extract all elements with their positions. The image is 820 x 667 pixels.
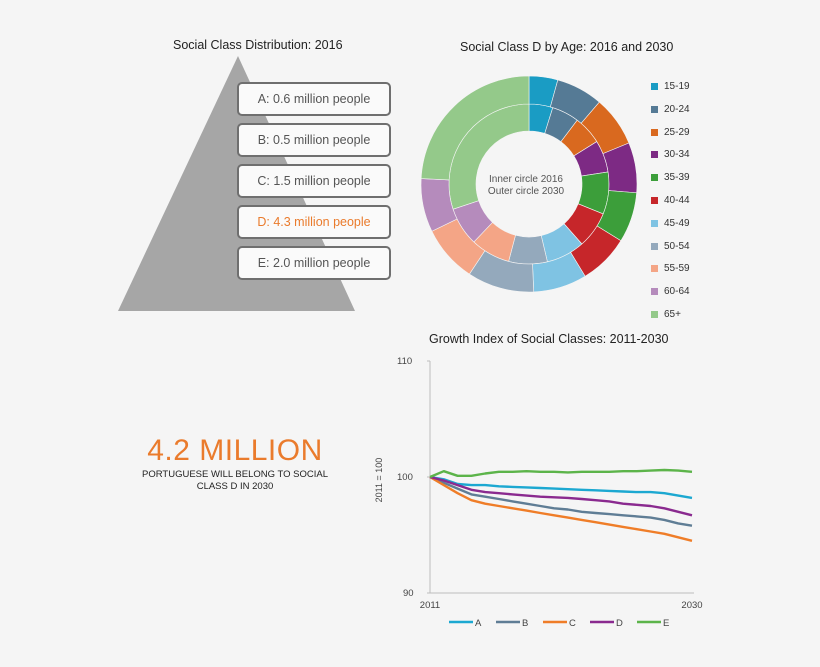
legend-swatch xyxy=(651,197,658,204)
legend-item-25-29: 25-29 xyxy=(651,127,690,138)
legend-label: 40-44 xyxy=(664,195,690,206)
donut-slice-2030-50-54 xyxy=(469,250,535,293)
series-line-D xyxy=(429,475,693,517)
legend-item-40-44: 40-44 xyxy=(651,195,690,206)
donut-slice-2030-60-64 xyxy=(420,178,458,232)
series-line-E xyxy=(429,468,693,479)
pyramid-class-c: C: 1.5 million people xyxy=(237,164,391,198)
donut-slice-2016-55-59 xyxy=(473,221,516,262)
legend-item-60-64: 60-64 xyxy=(651,286,690,297)
series-line-A xyxy=(429,475,693,500)
legend-swatch xyxy=(651,219,658,227)
class-d-label: D: 4.3 million people xyxy=(257,215,371,229)
line-legend-label-A: A xyxy=(475,618,482,629)
donut-slice-2030-55-59 xyxy=(431,218,486,275)
donut-slice-2016-15-19 xyxy=(528,103,554,134)
donut-slice-2016-25-29 xyxy=(560,119,598,157)
class-b-label: B: 0.5 million people xyxy=(257,133,371,147)
legend-label: 35-39 xyxy=(664,172,690,184)
legend-swatch xyxy=(651,265,658,273)
donut-slice-2030-35-39 xyxy=(596,190,637,242)
legend-item-20-24: 20-24 xyxy=(651,104,690,115)
x-tick-2011: 2011 xyxy=(420,600,440,611)
y-axis-label: 2011 = 100 xyxy=(374,458,384,503)
legend-item-15-19: 15-19 xyxy=(651,81,690,92)
donut-slice-2016-30-34 xyxy=(573,141,609,177)
donut-slice-2030-15-19 xyxy=(528,75,559,108)
legend-swatch xyxy=(651,288,658,296)
legend-item-55-59: 55-59 xyxy=(651,263,690,274)
pyramid-title: Social Class Distribution: 2016 xyxy=(173,38,343,52)
legend-label: 55-59 xyxy=(664,263,690,275)
donut-slice-2016-60-64 xyxy=(452,200,493,243)
line-legend-label-D: D xyxy=(616,618,623,629)
headline-caption: PORTUGUESE WILL BELONG TO SOCIAL CLASS D… xyxy=(141,469,328,492)
class-a-label: A: 0.6 million people xyxy=(257,92,371,106)
line-legend-label-E: E xyxy=(663,618,669,629)
legend-label: 50-54 xyxy=(664,240,690,252)
legend-item-50-54: 50-54 xyxy=(651,241,690,252)
class-c-label: C: 1.5 million people xyxy=(257,174,371,188)
legend-swatch xyxy=(651,105,658,113)
donut-slice-2030-40-44 xyxy=(570,225,622,277)
pyramid-class-e: E: 2.0 million people xyxy=(237,246,391,280)
legend-swatch xyxy=(651,128,658,136)
legend-label: 25-29 xyxy=(664,126,690,138)
legend-label: 15-19 xyxy=(664,81,690,92)
legend-item-35-39: 35-39 xyxy=(651,172,690,183)
donut-slice-2030-20-24 xyxy=(549,79,600,124)
series-line-C xyxy=(429,475,693,542)
donut-slice-2016-50-54 xyxy=(508,234,548,265)
donut-center-line1: Inner circle 2016 xyxy=(489,174,563,185)
donut-slice-2030-30-34 xyxy=(602,142,638,194)
donut-slice-2030-45-49 xyxy=(532,251,586,293)
y-tick-90: 90 xyxy=(403,588,414,599)
class-e-label: E: 2.0 million people xyxy=(257,256,371,270)
legend-item-45-49: 45-49 xyxy=(651,218,690,229)
legend-label: 60-64 xyxy=(664,286,690,298)
line-legend-label-B: B xyxy=(522,618,528,629)
donut-title: Social Class D by Age: 2016 and 2030 xyxy=(460,40,674,54)
legend-label: 20-24 xyxy=(664,103,690,115)
donut-slice-2016-40-44 xyxy=(563,203,604,245)
line-chart-title: Growth Index of Social Classes: 2011-203… xyxy=(429,332,669,346)
x-tick-2030: 2030 xyxy=(681,600,702,611)
legend-label: 45-49 xyxy=(664,217,690,229)
legend-item-30-34: 30-34 xyxy=(651,149,690,160)
legend-swatch xyxy=(651,311,658,318)
donut-slice-2030-25-29 xyxy=(580,101,630,155)
donut-slice-2016-20-24 xyxy=(544,107,578,143)
donut-slice-2016-35-39 xyxy=(577,171,610,215)
legend-item-65+: 65+ xyxy=(651,309,681,320)
legend-swatch xyxy=(651,242,658,250)
legend-label: 65+ xyxy=(664,309,681,320)
line-legend-label-C: C xyxy=(569,618,576,629)
donut-slice-2016-45-49 xyxy=(540,223,583,263)
donut-slice-2030-65+ xyxy=(420,75,530,181)
legend-label: 30-34 xyxy=(664,149,690,161)
series-line-B xyxy=(429,475,693,527)
legend-swatch xyxy=(651,83,658,90)
legend-swatch xyxy=(651,151,658,159)
pyramid-class-b: B: 0.5 million people xyxy=(237,123,391,157)
y-tick-110: 110 xyxy=(397,356,412,367)
pyramid-class-a: A: 0.6 million people xyxy=(237,82,391,116)
pyramid-class-d: D: 4.3 million people xyxy=(237,205,391,239)
legend-swatch xyxy=(651,174,658,182)
headline-number: 4.2 MILLION xyxy=(147,434,323,467)
y-tick-100: 100 xyxy=(397,472,413,483)
donut-center-line2: Outer circle 2030 xyxy=(487,186,565,197)
